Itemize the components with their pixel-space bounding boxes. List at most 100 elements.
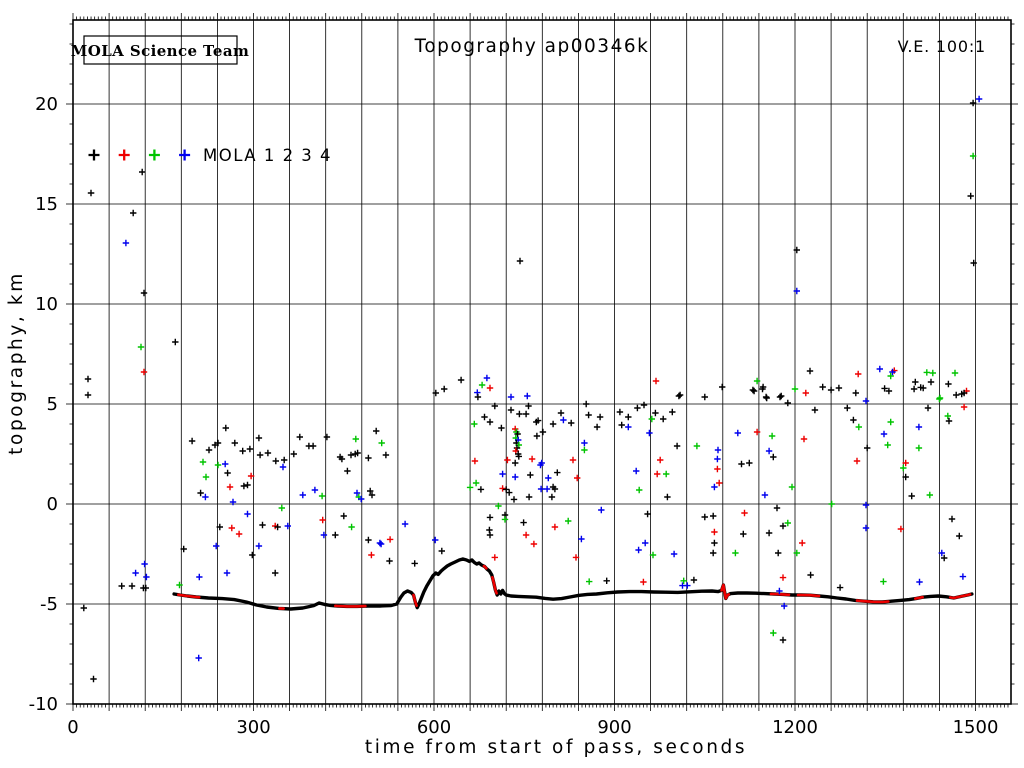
data-point-mola4	[311, 486, 319, 494]
y-axis-title: topography, km	[6, 271, 27, 455]
data-point-mola4	[959, 573, 967, 580]
data-point-mola1	[618, 421, 625, 429]
data-point-mola1	[551, 485, 559, 493]
data-point-mola2	[652, 377, 660, 385]
data-point-mola1	[969, 99, 977, 107]
data-point-mola3	[969, 152, 977, 160]
data-point-mola2	[499, 485, 506, 492]
data-point-mola1	[970, 259, 977, 267]
data-point-mola1	[84, 391, 92, 399]
data-point-mola1	[290, 450, 297, 458]
data-point-mola4	[793, 287, 800, 295]
data-point-mola4	[646, 429, 653, 437]
data-point-mola1	[676, 391, 684, 399]
data-point-mola1	[779, 636, 787, 644]
data-point-mola3	[770, 629, 777, 637]
legend-label: MOLA 1 2 3 4	[203, 146, 332, 165]
data-point-mola1	[710, 512, 717, 520]
data-point-mola4	[202, 493, 209, 501]
y-tick-label: -10	[29, 694, 58, 715]
data-point-mola1	[515, 453, 522, 460]
data-point-mola1	[87, 189, 95, 197]
data-point-mola1	[557, 409, 565, 417]
data-point-mola2	[654, 470, 661, 478]
data-point-mola2	[716, 479, 723, 487]
data-point-mola1	[960, 389, 968, 397]
data-point-mola1	[264, 449, 272, 457]
legend	[88, 149, 191, 161]
data-point-mola1	[908, 492, 915, 500]
data-point-mola4	[222, 460, 229, 468]
ground-track-red-segment	[177, 593, 201, 599]
data-point-mola1	[323, 433, 331, 441]
data-point-mola1	[249, 551, 256, 559]
watermark-text: MOLA Science Team	[71, 42, 249, 60]
data-point-mola1	[881, 385, 888, 392]
data-point-mola4	[353, 489, 361, 497]
ground-track-black	[172, 557, 974, 611]
data-point-mola1	[738, 460, 745, 468]
x-tick-label: 1200	[772, 717, 818, 738]
data-point-mola4	[432, 536, 439, 544]
data-point-mola3	[768, 432, 776, 440]
data-point-mola4	[714, 446, 722, 454]
data-point-mola3	[791, 385, 799, 393]
data-point-mola3	[495, 502, 502, 510]
data-point-mola1	[945, 380, 952, 388]
data-point-mola4	[195, 654, 202, 662]
data-point-mola1	[765, 529, 773, 537]
data-point-mola3	[884, 441, 891, 449]
data-point-mola2	[897, 525, 905, 533]
data-point-mola3	[202, 473, 210, 481]
data-point-mola2	[711, 528, 718, 536]
data-point-mola1	[513, 444, 521, 452]
data-point-mola1	[525, 402, 532, 410]
data-point-mola1	[675, 392, 683, 400]
data-point-mola3	[137, 343, 145, 351]
data-point-mola2	[714, 465, 721, 473]
data-point-mola1	[347, 451, 355, 459]
data-point-mola1	[332, 531, 339, 539]
data-point-mola1	[90, 675, 97, 683]
data-point-mola4	[223, 569, 231, 577]
data-point-mola2	[800, 435, 808, 443]
x-tick-label: 300	[236, 717, 270, 738]
data-point-mola2	[960, 403, 968, 411]
data-point-mola3	[581, 446, 588, 454]
data-point-mola1	[386, 557, 393, 565]
data-point-mola1	[128, 582, 136, 590]
data-point-mola1	[776, 393, 784, 401]
data-point-mola2	[753, 428, 761, 436]
data-point-mola3	[214, 461, 222, 469]
data-point-mola2	[741, 509, 748, 517]
ground-track-red-segment	[855, 599, 890, 604]
data-point-mola1	[373, 427, 380, 435]
data-point-mola1	[344, 467, 351, 475]
data-point-mola3	[936, 395, 943, 403]
data-point-mola1	[669, 408, 676, 416]
data-point-mola3	[923, 369, 930, 376]
data-point-mola1	[885, 387, 893, 395]
data-point-mola3	[278, 504, 285, 512]
data-point-mola1	[941, 554, 948, 562]
data-point-mola3	[176, 581, 183, 589]
data-point-mola4	[507, 393, 515, 401]
chart-title: Topography ap00346k	[414, 36, 650, 57]
data-point-mola3	[348, 523, 355, 531]
data-point-mola1	[819, 383, 826, 391]
data-point-mola4	[524, 392, 531, 400]
data-point-mola4	[598, 506, 605, 514]
data-point-mola4	[196, 573, 203, 581]
y-tick-label: 15	[35, 194, 58, 215]
data-point-mola3	[478, 381, 486, 389]
data-point-mola1	[506, 489, 513, 496]
data-point-mola1	[525, 493, 533, 501]
data-point-mola1	[512, 459, 519, 467]
data-point-mola1	[231, 439, 238, 447]
data-point-mola1	[603, 577, 610, 584]
data-point-mola1	[807, 571, 814, 579]
data-point-mola2	[530, 540, 538, 548]
data-point-mola1	[660, 415, 667, 423]
data-point-mola1	[309, 442, 317, 450]
